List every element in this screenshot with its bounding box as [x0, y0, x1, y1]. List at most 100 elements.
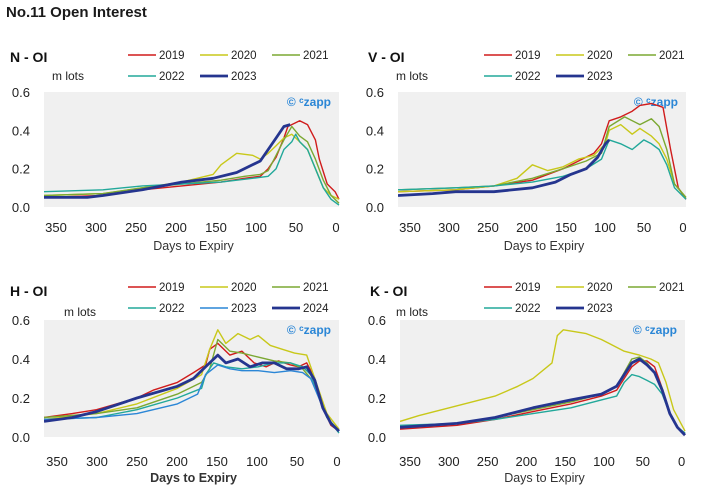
series-line	[398, 138, 611, 197]
y-axis-unit: m lots	[52, 69, 84, 83]
y-tick-label: 0.4	[368, 352, 386, 367]
y-tick-label: 0.2	[12, 162, 30, 177]
y-tick-label: 0.6	[12, 85, 30, 100]
series-line	[44, 123, 291, 199]
watermark-logo: © ᶜzapp	[287, 323, 331, 337]
watermark-logo: © ᶜzapp	[633, 323, 677, 337]
x-tick-label: 100	[593, 454, 615, 469]
legend-label: 2023	[587, 303, 613, 315]
chart-panel: N - OI m lots 0.6 0.4 0.2 0.0 350 300 250 200 150 1…	[10, 49, 340, 253]
x-tick-label: 250	[477, 220, 499, 235]
series-line	[44, 362, 340, 434]
x-tick-label: 50	[289, 220, 303, 235]
x-tick-label: 0	[678, 454, 685, 469]
x-tick-label: 200	[166, 454, 188, 469]
legend-label: 2024	[303, 303, 329, 315]
x-tick-label: 350	[45, 220, 67, 235]
plot-area	[400, 320, 685, 437]
legend-label: 2022	[159, 71, 185, 83]
x-axis-label: Days to Expiry	[153, 239, 234, 253]
legend-label: 2019	[515, 282, 541, 294]
y-tick-label: 0.4	[12, 123, 30, 138]
x-tick-label: 100	[245, 220, 267, 235]
legend-label: 2021	[659, 50, 685, 62]
x-tick-label: 300	[85, 220, 107, 235]
y-tick-label: 0.4	[366, 123, 384, 138]
x-axis-label: Days to Expiry	[504, 471, 585, 485]
x-tick-label: 0	[332, 220, 339, 235]
series-line	[398, 116, 687, 198]
chart-title: H - OI	[10, 283, 47, 299]
x-tick-label: 150	[555, 220, 577, 235]
y-tick-label: 0.6	[366, 85, 384, 100]
x-tick-label: 150	[205, 220, 227, 235]
x-tick-label: 350	[399, 454, 421, 469]
legend-label: 2020	[587, 282, 613, 294]
y-tick-label: 0.6	[12, 313, 30, 328]
legend-label: 2023	[231, 71, 257, 83]
x-tick-label: 200	[516, 454, 538, 469]
y-tick-label: 0.0	[366, 200, 384, 215]
series-line	[398, 139, 687, 200]
y-tick-label: 0.0	[12, 200, 30, 215]
y-tick-label: 0.2	[366, 162, 384, 177]
y-tick-label: 0.4	[12, 352, 30, 367]
y-tick-label: 0.2	[368, 391, 386, 406]
x-tick-label: 300	[86, 454, 108, 469]
x-tick-label: 250	[477, 454, 499, 469]
series-line	[44, 329, 340, 430]
legend-label: 2022	[515, 71, 541, 83]
x-tick-label: 150	[554, 454, 576, 469]
series-line	[398, 102, 687, 200]
series-line	[44, 353, 340, 433]
series-line	[400, 329, 686, 432]
chart-title: V - OI	[368, 49, 405, 65]
series-line	[400, 357, 687, 437]
x-tick-label: 200	[516, 220, 538, 235]
legend-label: 2021	[303, 50, 329, 62]
legend-label: 2020	[231, 50, 257, 62]
chart-title: N - OI	[10, 49, 47, 65]
x-axis-label: Days to Expiry	[504, 239, 585, 253]
legend-label: 2023	[587, 71, 613, 83]
y-tick-label: 0.0	[368, 430, 386, 445]
x-axis-label: Days to Expiry	[150, 471, 237, 485]
x-tick-label: 0	[679, 220, 686, 235]
legend-label: 2023	[231, 303, 257, 315]
chart-panel: V - OI m lots 0.6 0.4 0.2 0.0 350 300 250 200 150 1…	[366, 49, 687, 253]
x-tick-label: 50	[637, 220, 651, 235]
x-tick-label: 350	[399, 220, 421, 235]
plot-area	[44, 92, 339, 207]
watermark-logo: © ᶜzapp	[287, 95, 331, 109]
chart-panel: H - OI m lots 0.6 0.4 0.2 0.0 350 300 250 200 150 1…	[10, 282, 341, 485]
series-line	[44, 342, 340, 432]
x-tick-label: 150	[206, 454, 228, 469]
x-tick-label: 300	[438, 454, 460, 469]
legend-label: 2019	[159, 282, 185, 294]
y-tick-label: 0.6	[368, 313, 386, 328]
legend-label: 2021	[303, 282, 329, 294]
page-title: No.11 Open Interest	[6, 4, 147, 21]
chart-title: K - OI	[370, 283, 407, 299]
x-tick-label: 200	[165, 220, 187, 235]
legend-label: 2021	[659, 282, 685, 294]
legend-label: 2020	[587, 50, 613, 62]
watermark-logo: © ᶜzapp	[634, 95, 678, 109]
y-axis-unit: m lots	[64, 305, 96, 319]
x-tick-label: 350	[46, 454, 68, 469]
series-line	[44, 364, 340, 432]
x-tick-label: 50	[290, 454, 304, 469]
x-tick-label: 250	[125, 220, 147, 235]
y-tick-label: 0.0	[12, 430, 30, 445]
x-tick-label: 300	[438, 220, 460, 235]
y-axis-unit: m lots	[396, 69, 428, 83]
y-tick-label: 0.2	[12, 391, 30, 406]
x-tick-label: 50	[636, 454, 650, 469]
x-tick-label: 100	[594, 220, 616, 235]
chart-panel: K - OI m lots 0.6 0.4 0.2 0.0 350 300 250 200 150 1…	[368, 282, 687, 485]
legend-label: 2022	[159, 303, 185, 315]
y-axis-unit: m lots	[396, 305, 428, 319]
legend-label: 2020	[231, 282, 257, 294]
x-tick-label: 0	[333, 454, 340, 469]
